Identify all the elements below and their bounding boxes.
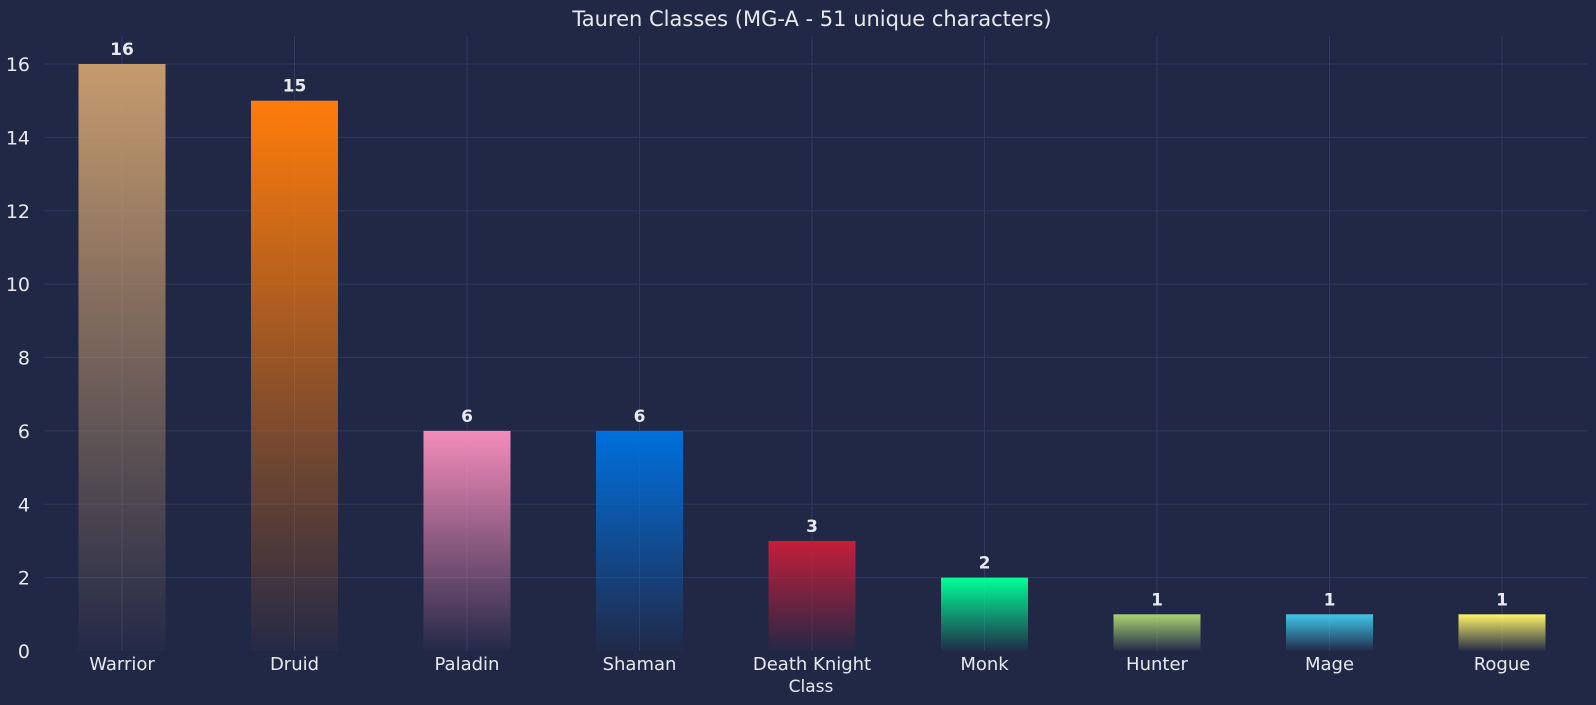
y-axis-ticks: 0 2 4 6 8 10 12 14 16 [6, 54, 30, 663]
x-tick-label: Monk [960, 654, 1009, 675]
bar-death-knight [768, 540, 856, 651]
x-tick-label: Mage [1305, 654, 1354, 675]
bar-rogue [1458, 614, 1546, 651]
bar-value-label: 2 [979, 554, 991, 574]
x-tick-label: Hunter [1126, 654, 1188, 675]
bar-value-label: 1 [1324, 590, 1336, 610]
bar-value-label: 3 [806, 517, 818, 537]
y-tick-label: 6 [18, 421, 30, 443]
x-tick-label: Druid [270, 654, 319, 675]
x-axis-label: Class [789, 677, 834, 697]
x-tick-label: Death Knight [753, 654, 871, 675]
bar-paladin [423, 430, 511, 651]
bar-druid [251, 100, 338, 651]
y-tick-label: 10 [6, 274, 30, 296]
bar-value-label: 1 [1151, 590, 1163, 610]
x-tick-label: Warrior [89, 654, 155, 675]
bar-value-label: 16 [110, 40, 134, 60]
bar-value-label: 15 [283, 77, 307, 97]
bar-value-label: 6 [634, 407, 646, 427]
bar-mage [1286, 614, 1373, 651]
bar-value-label: 1 [1496, 590, 1508, 610]
y-tick-label: 12 [6, 201, 30, 223]
y-tick-label: 8 [18, 348, 30, 370]
x-tick-label: Rogue [1474, 654, 1531, 675]
y-tick-label: 2 [18, 568, 30, 590]
bar-warrior [78, 64, 166, 651]
y-tick-label: 4 [18, 494, 30, 516]
y-tick-label: 0 [18, 641, 30, 663]
bar-hunter [1113, 614, 1201, 651]
x-tick-label: Shaman [603, 654, 677, 675]
data-labels: 16 15 6 6 3 2 1 1 1 [110, 40, 1508, 610]
x-tick-label: Paladin [435, 654, 500, 675]
y-tick-label: 14 [6, 127, 30, 149]
bar-value-label: 6 [461, 407, 473, 427]
bars [78, 64, 1546, 651]
x-axis-ticks: Warrior Druid Paladin Shaman Death Knight Mon… [89, 654, 1530, 675]
bar-monk [941, 577, 1028, 651]
y-tick-label: 16 [6, 54, 30, 76]
chart-title: Tauren Classes (MG-A - 51 unique charact… [571, 7, 1051, 31]
bar-shaman [596, 430, 683, 651]
